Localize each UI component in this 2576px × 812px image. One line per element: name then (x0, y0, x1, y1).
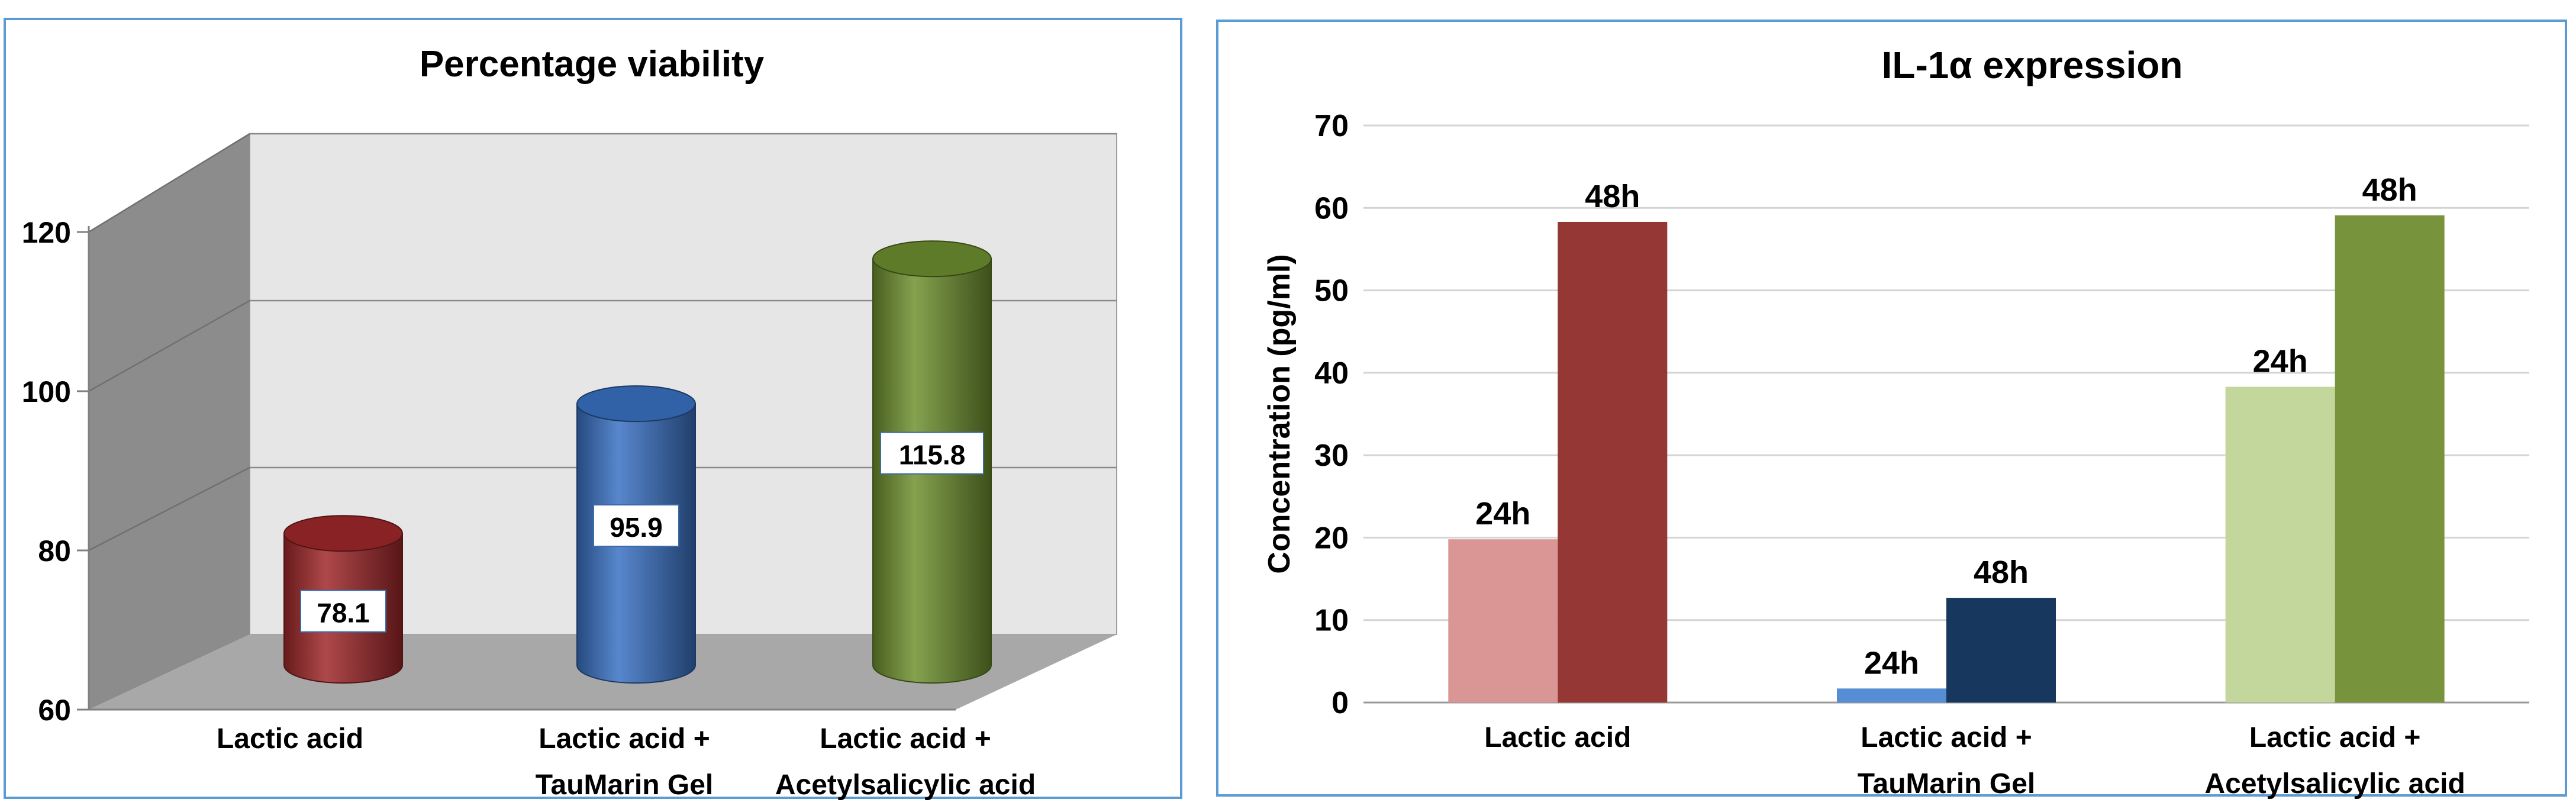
y-tick-label: 70 (1314, 109, 1349, 143)
bar-2-1 (2335, 215, 2445, 703)
cylinder-top-0 (283, 515, 403, 552)
y-tick-label: 60 (38, 694, 71, 727)
y-tick-label: 80 (38, 534, 71, 568)
cylinder-top-2 (872, 240, 992, 278)
bar-0-1 (1558, 221, 1668, 703)
category-label: Lactic acid + (539, 723, 710, 755)
gridline-side (88, 133, 250, 233)
category-label: Lactic acid (1484, 722, 1631, 753)
y-tick-label: 0 (1331, 686, 1349, 720)
category-label: Lactic acid + (820, 723, 991, 755)
y-tick-label: 40 (1314, 356, 1349, 391)
side-wall (89, 134, 250, 710)
chart-title: Percentage viability (420, 44, 765, 85)
bar-label: 24h (1475, 496, 1530, 531)
bar-0-0 (1448, 539, 1558, 703)
bar-1-1 (1946, 598, 2056, 703)
value-label-box (300, 589, 386, 633)
bar-2-0 (2225, 386, 2335, 703)
value-label-box (880, 431, 984, 475)
il1a-chart: IL-1α expression 0 10 20 30 40 50 60 70 Concentra… (1262, 44, 2529, 799)
category-label: Acetylsalicylic acid (775, 769, 1036, 801)
y-tick-label: 10 (1314, 604, 1349, 638)
y-tick-label: 50 (1314, 274, 1349, 308)
bar-label: 24h (2253, 344, 2308, 379)
category-label: Lactic acid + (1861, 722, 2032, 753)
bar-1-0 (1837, 688, 1946, 703)
chart-title: IL-1α expression (1882, 44, 2183, 86)
y-tick-label: 60 (1314, 191, 1349, 225)
value-label: 115.8 (899, 440, 966, 471)
category-label: Acetylsalicylic acid (2205, 768, 2465, 799)
value-label-box (593, 504, 679, 547)
category-label: TauMarin Gel (536, 769, 714, 801)
bar-label: 48h (1585, 179, 1640, 214)
bar-label: 24h (1864, 645, 1919, 681)
viability-chart-panel: Percentage viability 60 80 100 120 78.1 95.9 11… (4, 18, 1182, 801)
y-axis-label: Concentration (pg/ml) (1262, 254, 1297, 573)
viability-chart: Percentage viability 60 80 100 120 78.1 95.9 11… (22, 44, 1117, 801)
y-tick-label: 100 (22, 375, 71, 408)
category-label: TauMarin Gel (1858, 768, 2036, 799)
gridline-side (88, 466, 250, 552)
gridline-side (88, 299, 250, 392)
y-tick-label: 120 (22, 216, 71, 249)
y-tick-label: 20 (1314, 521, 1349, 555)
il1a-chart-panel: IL-1α expression 0 10 20 30 40 50 60 70 Concentra… (1216, 20, 2567, 799)
category-label: Lactic acid (217, 723, 363, 755)
value-label: 78.1 (317, 598, 370, 629)
bar-label: 48h (1974, 555, 2029, 590)
category-label: Lactic acid + (2249, 722, 2420, 753)
bar-label: 48h (2362, 172, 2417, 208)
y-tick-label: 30 (1314, 439, 1349, 473)
value-label: 95.9 (610, 512, 663, 543)
cylinder-top-1 (576, 385, 696, 423)
